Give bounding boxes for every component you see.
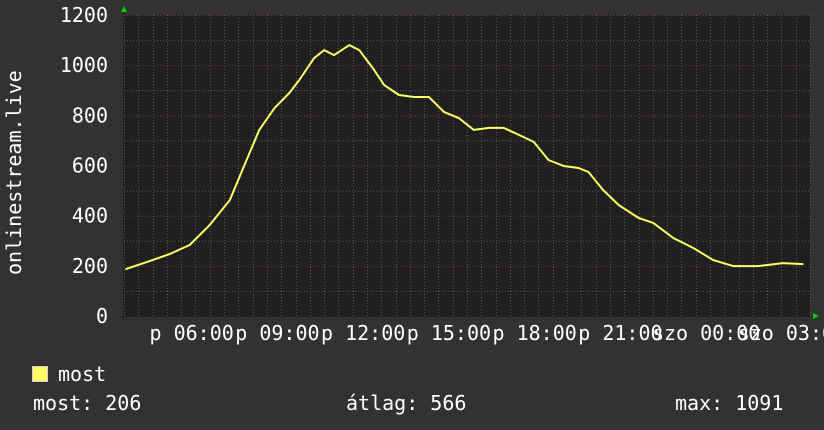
- data-point: [398, 94, 400, 96]
- data-point: [562, 165, 565, 167]
- data-point: [617, 204, 620, 206]
- x-tick-label: szo 03:00: [738, 321, 824, 345]
- data-point: [323, 49, 325, 51]
- data-point: [532, 141, 535, 143]
- data-point: [383, 84, 385, 86]
- data-point: [672, 237, 675, 239]
- data-point: [712, 259, 715, 261]
- data-point: [488, 127, 490, 129]
- data-point: [547, 159, 550, 161]
- data-point: [125, 268, 127, 270]
- y-tick-label: 600: [72, 154, 108, 178]
- x-tick-label: p 12:00: [321, 321, 405, 345]
- legend-swatch-most: [32, 366, 48, 382]
- x-tick-label: p 21:00: [578, 321, 662, 345]
- data-point: [732, 265, 735, 267]
- x-tick-label: p 06:00: [149, 321, 233, 345]
- data-point: [298, 79, 301, 81]
- data-point: [472, 129, 475, 131]
- data-point: [258, 129, 261, 131]
- data-point: [428, 96, 430, 98]
- data-point: [652, 222, 655, 224]
- data-point: [243, 164, 246, 166]
- data-point: [458, 117, 460, 119]
- data-point: [148, 260, 151, 262]
- data-point: [502, 127, 505, 129]
- data-point: [782, 262, 784, 264]
- data-point: [373, 69, 375, 71]
- data-point: [188, 244, 191, 246]
- data-point: [443, 111, 445, 113]
- stat-current: most: 206: [33, 391, 142, 415]
- data-point: [348, 44, 351, 46]
- data-point: [637, 217, 640, 219]
- y-tick-label: 400: [72, 204, 108, 228]
- y-tick-label: 1000: [60, 53, 108, 77]
- data-point: [413, 96, 415, 98]
- data-point: [168, 253, 171, 255]
- stat-average: átlag: 566: [346, 391, 467, 415]
- y-tick-label: 1200: [60, 3, 108, 27]
- data-point: [587, 171, 590, 173]
- x-tick-label: p 15:00: [407, 321, 491, 345]
- x-tick-label: p 18:00: [492, 321, 576, 345]
- data-point: [577, 167, 580, 169]
- data-point: [333, 54, 335, 56]
- data-point: [208, 224, 211, 226]
- y-tick-label: 800: [72, 103, 108, 127]
- stat-max: max: 1091: [675, 391, 784, 415]
- y-axis-label: onlinestream.live: [2, 70, 26, 275]
- data-point: [692, 247, 695, 249]
- x-tick-label: p 09:00: [235, 321, 319, 345]
- legend-label-most: most: [58, 362, 107, 386]
- data-point: [273, 107, 276, 109]
- x-tick-label: szo 00:00: [652, 321, 760, 345]
- data-point: [602, 189, 605, 191]
- y-axis-arrow: [121, 6, 127, 12]
- data-point: [313, 57, 315, 59]
- y-tick-label: 0: [96, 304, 108, 328]
- data-point: [518, 134, 520, 136]
- data-point: [288, 92, 291, 94]
- y-tick-label: 200: [72, 254, 108, 278]
- data-point: [358, 49, 361, 51]
- x-axis-arrow: [813, 313, 819, 319]
- data-point: [757, 265, 759, 267]
- data-point: [228, 199, 231, 201]
- data-point: [802, 263, 804, 265]
